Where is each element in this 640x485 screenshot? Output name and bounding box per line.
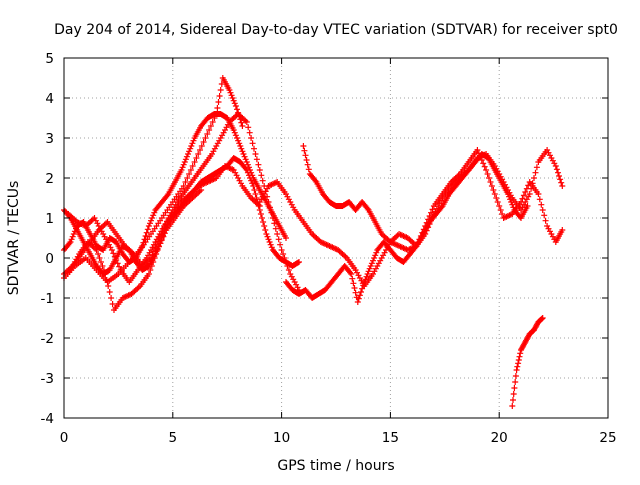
series-markers xyxy=(67,187,205,313)
plot-frame xyxy=(63,57,609,419)
series-markers xyxy=(509,315,546,409)
y-tick-label: 1 xyxy=(45,211,54,227)
x-tick-label: 20 xyxy=(491,430,508,446)
y-axis-label: SDTVAR / TECUs xyxy=(6,181,22,296)
y-tick-label: -4 xyxy=(41,411,54,427)
y-tick-label: 0 xyxy=(45,251,54,267)
tick-layer: 0 5 10 15 20 25 -4 -3 -2 -1 0 1 2 3 4 5 xyxy=(41,51,617,446)
grid-layer xyxy=(64,58,608,418)
series-track-6 xyxy=(67,187,205,313)
y-tick-label: 3 xyxy=(45,131,54,147)
y-tick-label: -1 xyxy=(41,291,54,307)
x-tick-label: 15 xyxy=(382,430,399,446)
y-tick-label: 4 xyxy=(45,91,54,107)
series-track-10 xyxy=(509,315,546,409)
series-track-5 xyxy=(65,163,263,285)
y-tick-label: 2 xyxy=(45,171,54,187)
y-tick-label: -2 xyxy=(41,331,54,347)
y-tick-label: -3 xyxy=(41,371,54,387)
x-tick-label: 10 xyxy=(273,430,290,446)
series-track-9 xyxy=(283,151,531,305)
x-tick-label: 0 xyxy=(60,430,69,446)
x-tick-label: 5 xyxy=(169,430,178,446)
y-tick-label: 5 xyxy=(45,51,54,67)
x-axis-label: GPS time / hours xyxy=(277,458,394,474)
series-markers xyxy=(65,163,263,285)
chart-title: Day 204 of 2014, Sidereal Day-to-day VTE… xyxy=(54,22,618,38)
series-markers xyxy=(283,151,531,305)
x-tick-label: 25 xyxy=(599,430,616,446)
series-markers xyxy=(300,143,566,253)
data-layer xyxy=(61,75,566,409)
series-track-8 xyxy=(300,143,566,253)
